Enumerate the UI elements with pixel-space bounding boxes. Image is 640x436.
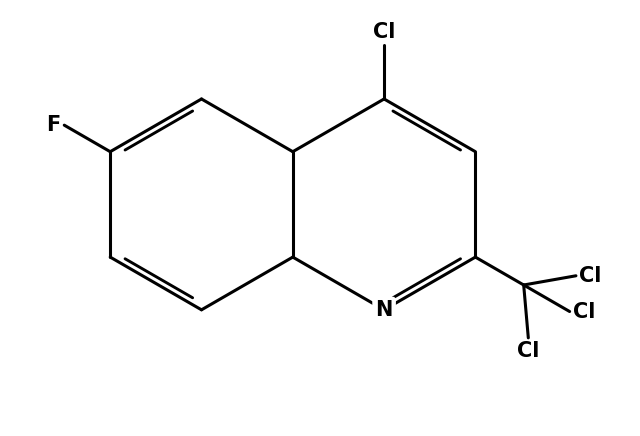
- Text: Cl: Cl: [573, 302, 595, 321]
- Text: Cl: Cl: [579, 266, 602, 286]
- Text: Cl: Cl: [373, 22, 396, 42]
- Text: N: N: [376, 300, 393, 320]
- Text: F: F: [47, 115, 61, 135]
- Text: Cl: Cl: [517, 341, 540, 361]
